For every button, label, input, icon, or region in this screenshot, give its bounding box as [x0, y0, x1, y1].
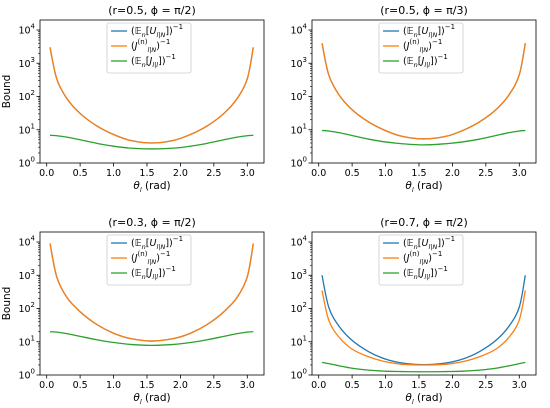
- series-line-3: [49, 134, 254, 150]
- x-tick-label: 2.5: [206, 168, 221, 179]
- legend: (𝔼n[Ul|N])−1(J(n)l|N)−1(𝔼n[Jl|l])−1: [106, 234, 192, 286]
- x-tick-label: 3.0: [512, 168, 527, 179]
- y-tick-label: 104: [290, 235, 307, 249]
- x-tick-label: 0.5: [345, 380, 360, 391]
- y-tick-label: 102: [290, 89, 307, 103]
- subplot-2: (r=0.5, ϕ = π/3) 0.0 0.5 1.0 1.5 2.0 2.5 3.0 100…: [290, 4, 537, 194]
- y-tick-label: 102: [290, 301, 307, 315]
- legend-label: (𝔼n[Ul|N])−1: [131, 23, 183, 39]
- x-tick-label: 3.0: [512, 380, 527, 391]
- x-tick-label: 1.0: [106, 380, 121, 391]
- y-tick-label: 104: [18, 235, 35, 249]
- x-tick-label: 2.0: [445, 380, 460, 391]
- legend-label: (J(n)l|N)−1: [403, 38, 442, 54]
- legend-label: (𝔼n[Jl|l])−1: [131, 265, 176, 281]
- subplot-3: (r=0.3, ϕ = π/2) 0.0 0.5 1.0 1.5 2.0 2.5 3.0 100…: [1, 216, 265, 406]
- y-tick-label: 101: [18, 122, 35, 136]
- x-tick-label: 1.0: [378, 380, 393, 391]
- x-axis-label: θl (rad): [133, 392, 170, 406]
- legend-label: (J(n)l|N)−1: [131, 38, 170, 54]
- x-tick-label: 0.0: [311, 380, 326, 391]
- series-line-3: [321, 361, 526, 373]
- series-group: [321, 275, 526, 373]
- legend-label: (𝔼n[Ul|N])−1: [403, 23, 455, 39]
- x-tick-label: 3.0: [240, 380, 255, 391]
- x-axis-label: θl (rad): [133, 180, 170, 194]
- subplot-4: (r=0.7, ϕ = π/2) 0.0 0.5 1.0 1.5 2.0 2.5 3.0 100…: [290, 216, 537, 406]
- series-group: [321, 43, 526, 146]
- y-tick-label: 103: [18, 268, 35, 282]
- y-tick-label: 103: [290, 56, 307, 70]
- y-tick-label: 104: [18, 23, 35, 37]
- series-group: [49, 243, 254, 346]
- y-tick-label: 103: [18, 56, 35, 70]
- y-tick-label: 101: [18, 334, 35, 348]
- legend-label: (J(n)l|N)−1: [131, 250, 170, 266]
- legend-label: (J(n)l|N)−1: [403, 250, 442, 266]
- x-tick-label: 1.5: [139, 168, 154, 179]
- series-group: [49, 47, 254, 150]
- x-tick-label: 2.5: [478, 380, 493, 391]
- series-line-3: [49, 331, 254, 346]
- subplot-title: (r=0.5, ϕ = π/2): [108, 4, 196, 17]
- subplot-title: (r=0.7, ϕ = π/2): [380, 216, 468, 229]
- plot-frame: [311, 19, 537, 164]
- legend-box: [106, 234, 192, 286]
- y-tick-label: 100: [18, 368, 35, 382]
- y-tick-label: 102: [18, 89, 35, 103]
- legend-label: (𝔼n[Jl|l])−1: [131, 53, 176, 69]
- legend-box: [378, 22, 464, 74]
- x-tick-label: 2.0: [173, 380, 188, 391]
- x-tick-label: 2.0: [445, 168, 460, 179]
- y-tick-label: 100: [18, 156, 35, 170]
- x-axis-label: θl (rad): [405, 180, 442, 194]
- x-tick-label: 3.0: [240, 168, 255, 179]
- y-axis-label: Bound: [1, 75, 13, 109]
- x-tick-label: 0.0: [39, 380, 54, 391]
- series-line-3: [321, 129, 526, 146]
- y-tick-label: 100: [290, 368, 307, 382]
- x-tick-label: 1.0: [378, 168, 393, 179]
- x-tick-label: 0.5: [345, 168, 360, 179]
- y-tick-label: 102: [18, 301, 35, 315]
- legend: (𝔼n[Ul|N])−1(J(n)l|N)−1(𝔼n[Jl|l])−1: [378, 22, 464, 74]
- plot-frame: [39, 19, 265, 164]
- plot-frame: [39, 231, 265, 376]
- legend-label: (𝔼n[Ul|N])−1: [403, 235, 455, 251]
- series-line-1: [321, 275, 526, 366]
- x-tick-label: 1.5: [139, 380, 154, 391]
- x-tick-label: 0.0: [311, 168, 326, 179]
- y-tick-label: 100: [290, 156, 307, 170]
- x-tick-label: 2.0: [173, 168, 188, 179]
- y-tick-label: 101: [290, 334, 307, 348]
- x-tick-label: 1.0: [106, 168, 121, 179]
- x-tick-label: 0.0: [39, 168, 54, 179]
- x-tick-label: 2.5: [478, 168, 493, 179]
- y-tick-label: 104: [290, 23, 307, 37]
- legend-label: (𝔼n[Jl|l])−1: [403, 53, 448, 69]
- series-line-2: [321, 290, 526, 366]
- x-tick-label: 1.5: [411, 380, 426, 391]
- y-tick-label: 101: [290, 122, 307, 136]
- legend: (𝔼n[Ul|N])−1(J(n)l|N)−1(𝔼n[Jl|l])−1: [378, 234, 464, 286]
- plot-frame: [311, 231, 537, 376]
- subplot-title: (r=0.3, ϕ = π/2): [108, 216, 196, 229]
- legend: (𝔼n[Ul|N])−1(J(n)l|N)−1(𝔼n[Jl|l])−1: [106, 22, 192, 74]
- subplot-1: (r=0.5, ϕ = π/2) 0.0 0.5 1.0 1.5 2.0 2.5 3.0 100…: [1, 4, 265, 194]
- x-tick-label: 0.5: [73, 168, 88, 179]
- x-axis-label: θl (rad): [405, 392, 442, 406]
- y-tick-label: 103: [290, 268, 307, 282]
- legend-box: [106, 22, 192, 74]
- x-tick-label: 2.5: [206, 380, 221, 391]
- subplot-title: (r=0.5, ϕ = π/3): [380, 4, 468, 17]
- y-axis-label: Bound: [1, 287, 13, 321]
- legend-label: (𝔼n[Ul|N])−1: [131, 235, 183, 251]
- legend-box: [378, 234, 464, 286]
- x-tick-label: 0.5: [73, 380, 88, 391]
- legend-label: (𝔼n[Jl|l])−1: [403, 265, 448, 281]
- x-tick-label: 1.5: [411, 168, 426, 179]
